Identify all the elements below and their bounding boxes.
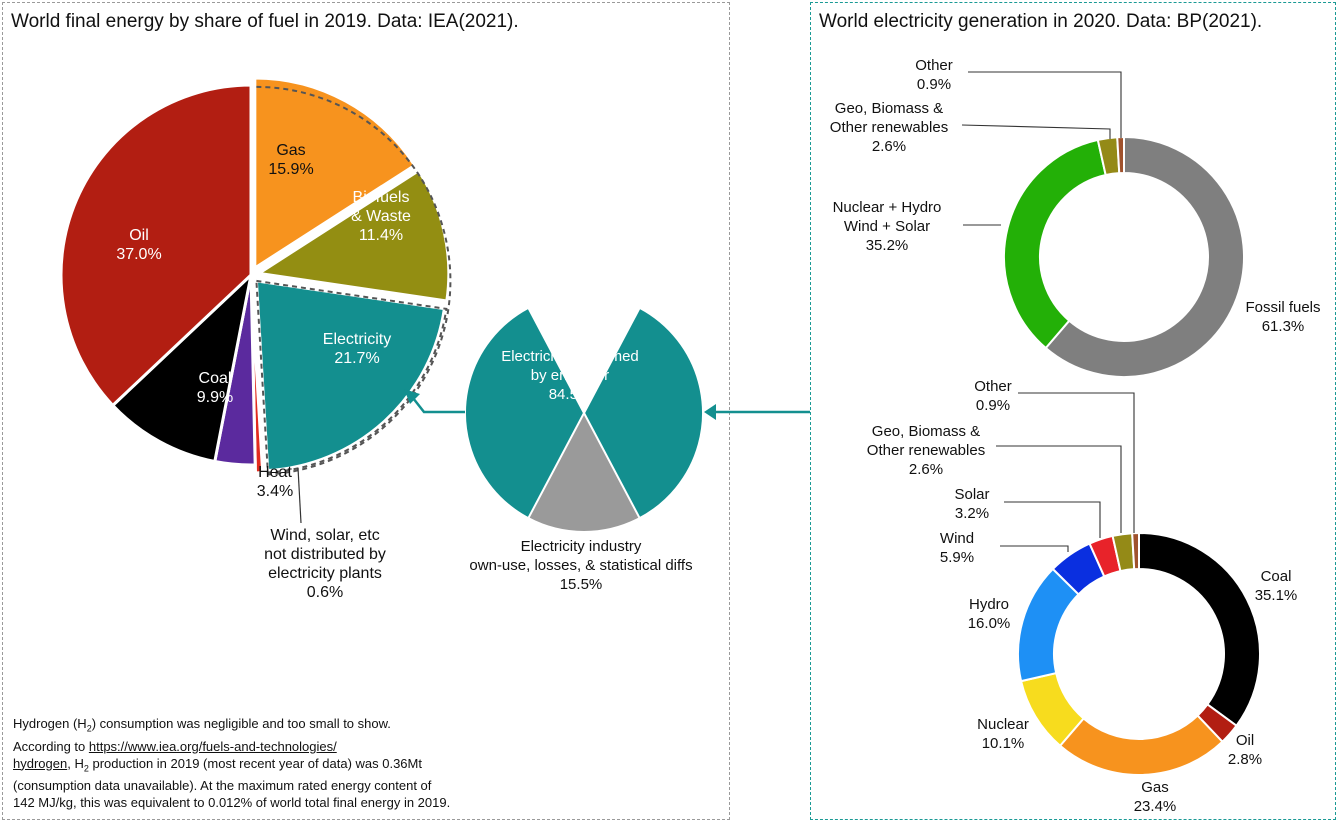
label-gas: Gas 15.9% [268,142,313,178]
link-part2: hydrogen [13,755,68,771]
label-geo-biomass-other-renewables: Geo, Biomass & Other renewables 2.6% [830,100,948,155]
label-src-nuclear: Nuclear 10.1% [977,716,1029,752]
slice-electricity-industry-own-use-losses-statistical-diffs [526,410,642,533]
leader-geo-top [961,124,1111,139]
label-electricity: Electricity 21.7% [323,331,391,367]
label-src-geo-biomass-other-renewables: Geo, Biomass & Other renewables 2.6% [867,423,985,478]
label-electricity-consumed-by-end-user: Electricity consumed by end user 84.5% [501,348,639,403]
leader-solar [1004,501,1101,538]
label-src-hydro: Hydro 16.0% [968,596,1011,632]
label-heat: Heat 3.4% [257,464,293,500]
leader-other-bottom [1018,392,1135,533]
note-sub-1: 2 [86,723,92,734]
right-panel: World electricity generation in 2020. Da… [810,2,1336,820]
label-oil: Oil 37.0% [116,227,161,263]
note-sub-2: 2 [83,763,89,774]
label-electricity-industry-own-use-losses-statistical-diffs: Electricity industry own-use, losses, & s… [469,538,692,593]
hydrogen-note: Hydrogen (H2) consumption was negligible… [13,715,453,811]
note-line1-pre: Hydrogen (H [13,716,87,731]
label-fossil-fuels: Fossil fuels 61.3% [1245,299,1320,335]
slice-wind-solar-etc-not-distributed-by-electricity-plants [249,282,265,475]
segment-coal [1138,531,1261,728]
arrow-left-head [404,389,420,404]
arrow-right-head [704,404,716,420]
slice-gas [253,76,417,271]
label-src-gas: Gas 23.4% [1134,779,1177,815]
right-chart-title: World electricity generation in 2020. Da… [819,11,1263,32]
upper-slices-outline [256,85,452,476]
label-other: Other 0.9% [915,57,953,93]
label-src-other: Other 0.9% [974,378,1012,414]
link-part1: https://www.iea.org/fuels-and-technologi… [88,738,337,754]
arrow-left-line [412,397,465,414]
note-after-link-post: production in 2019 (most recent year of … [13,755,451,811]
segment-other [1116,135,1125,175]
note-line1-post: ) consumption was negligible and too sma… [91,716,391,731]
segment-nuclear-hydro-wind-solar [1003,138,1107,350]
leader-other-top [968,71,1122,138]
label-biofuels-waste: Biofuels & Waste 11.4% [351,189,411,244]
segment-other [1131,531,1140,571]
source-donut [1017,531,1261,776]
label-src-coal: Coal 35.1% [1255,568,1298,604]
electricity-breakdown-pie [464,306,704,533]
label-wind-solar-etc-not-distributed-by-electricity-plants: Wind, solar, etc not distributed by electr… [264,527,386,601]
slice-electricity [254,279,447,473]
wind-solar-leader [297,467,302,524]
label-src-oil: Oil 2.8% [1228,732,1262,768]
slice-coal [110,270,254,464]
note-after-link-pre: , H [67,755,84,771]
label-coal: Coal 9.9% [197,370,233,406]
segment-fossil-fuels [1044,135,1245,378]
leader-geo-bottom [996,445,1122,533]
leader-wind [1000,545,1069,552]
final-energy-pie [59,76,452,476]
left-chart-title: World final energy by share of fuel in 2… [11,11,519,32]
note-line2: According to [13,738,89,754]
left-panel: World final energy by share of fuel in 2… [2,2,730,820]
slice-oil [59,83,253,408]
electricity-outline [255,279,448,474]
label-src-wind: Wind 5.9% [940,530,974,566]
label-src-solar: Solar 3.2% [954,486,989,522]
hydrogen-link[interactable]: https://www.iea.org/fuels-and-technologi… [13,739,337,771]
segment-gas [1058,714,1224,776]
generation-donut [1003,135,1245,378]
label-nuclear-hydro-wind-solar: Nuclear + Hydro Wind + Solar 35.2% [833,199,942,254]
